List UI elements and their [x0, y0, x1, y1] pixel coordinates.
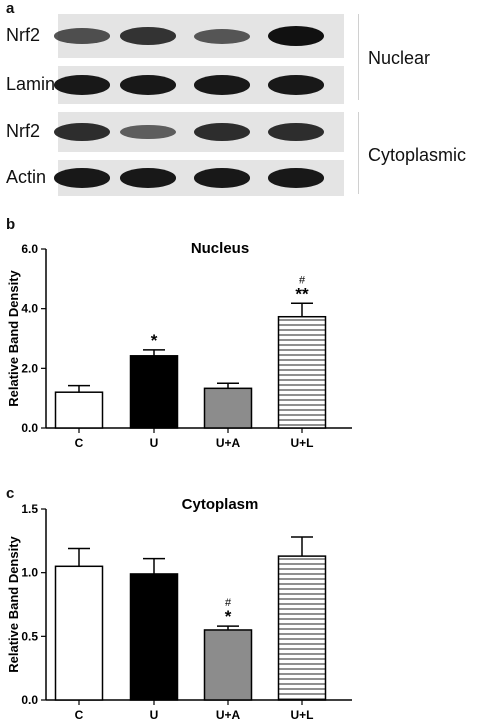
blot-band — [194, 168, 250, 188]
panel-b-letter: b — [6, 216, 16, 233]
blot-row-label: Actin — [6, 167, 47, 187]
blot-band — [120, 124, 176, 140]
blot-band — [120, 27, 176, 45]
significance-star: * — [151, 331, 158, 350]
blot-band — [54, 28, 110, 44]
category-label: C — [75, 708, 84, 722]
significance-hash: # — [225, 597, 232, 609]
blot-band — [194, 75, 250, 95]
panel-a-letter: a — [6, 0, 15, 17]
category-label: U+L — [290, 436, 313, 450]
bar — [203, 387, 253, 429]
category-label: U+L — [290, 708, 313, 722]
bar — [203, 629, 253, 701]
bar — [129, 355, 179, 429]
blot-band — [268, 75, 324, 95]
cytoplasmic-divider — [358, 112, 359, 194]
y-tick-label: 6.0 — [21, 242, 38, 256]
nucleus-chart: Nucleus Relative Band Density 0.0 2.0 4.0 6.0… — [6, 240, 352, 450]
blot-band — [194, 28, 250, 44]
y-tick-label: 1.5 — [21, 502, 38, 516]
category-label: U — [150, 708, 159, 722]
blot-band — [268, 26, 324, 46]
bar — [129, 573, 179, 701]
blot-band — [268, 168, 324, 188]
blot-band — [268, 123, 324, 141]
blot-band — [54, 123, 110, 141]
y-tick-label: 0.0 — [21, 421, 38, 435]
nuclear-divider — [358, 14, 359, 100]
blot-band — [54, 168, 110, 188]
category-label: U+A — [216, 436, 241, 450]
nuclear-label: Nuclear — [368, 48, 431, 68]
y-tick-label: 2.0 — [21, 361, 38, 375]
cytoplasm-chart: Cytoplasm Relative Band Density 0.0 0.5 1.0 1… — [6, 496, 352, 722]
chart-title: Cytoplasm — [182, 496, 259, 513]
y-axis-label: Relative Band Density — [6, 269, 21, 406]
y-tick-label: 0.5 — [21, 629, 38, 643]
category-label: U — [150, 436, 159, 450]
chart-title: Nucleus — [191, 240, 249, 257]
y-tick-label: 4.0 — [21, 302, 38, 316]
panel-c-letter: c — [6, 485, 15, 502]
blot-band — [120, 75, 176, 95]
blot-row-label: Nrf2 — [6, 25, 41, 45]
significance-hash: # — [299, 274, 306, 286]
y-axis-label: Relative Band Density — [6, 535, 21, 672]
category-label: C — [75, 436, 84, 450]
y-tick-label: 0.0 — [21, 693, 38, 707]
bar — [54, 565, 104, 701]
significance-star: * — [225, 607, 232, 626]
cytoplasmic-label: Cytoplasmic — [368, 145, 467, 165]
y-tick-label: 1.0 — [21, 566, 38, 580]
blot-row-label: Nrf2 — [6, 121, 41, 141]
category-label: U+A — [216, 708, 241, 722]
bar — [277, 315, 327, 429]
blot-band — [54, 75, 110, 95]
bar — [54, 391, 104, 429]
blot-band — [194, 123, 250, 141]
significance-star: ** — [295, 284, 309, 303]
bar — [277, 555, 327, 701]
blot-band — [120, 168, 176, 188]
blot-row-label: Lamin — [6, 74, 56, 94]
